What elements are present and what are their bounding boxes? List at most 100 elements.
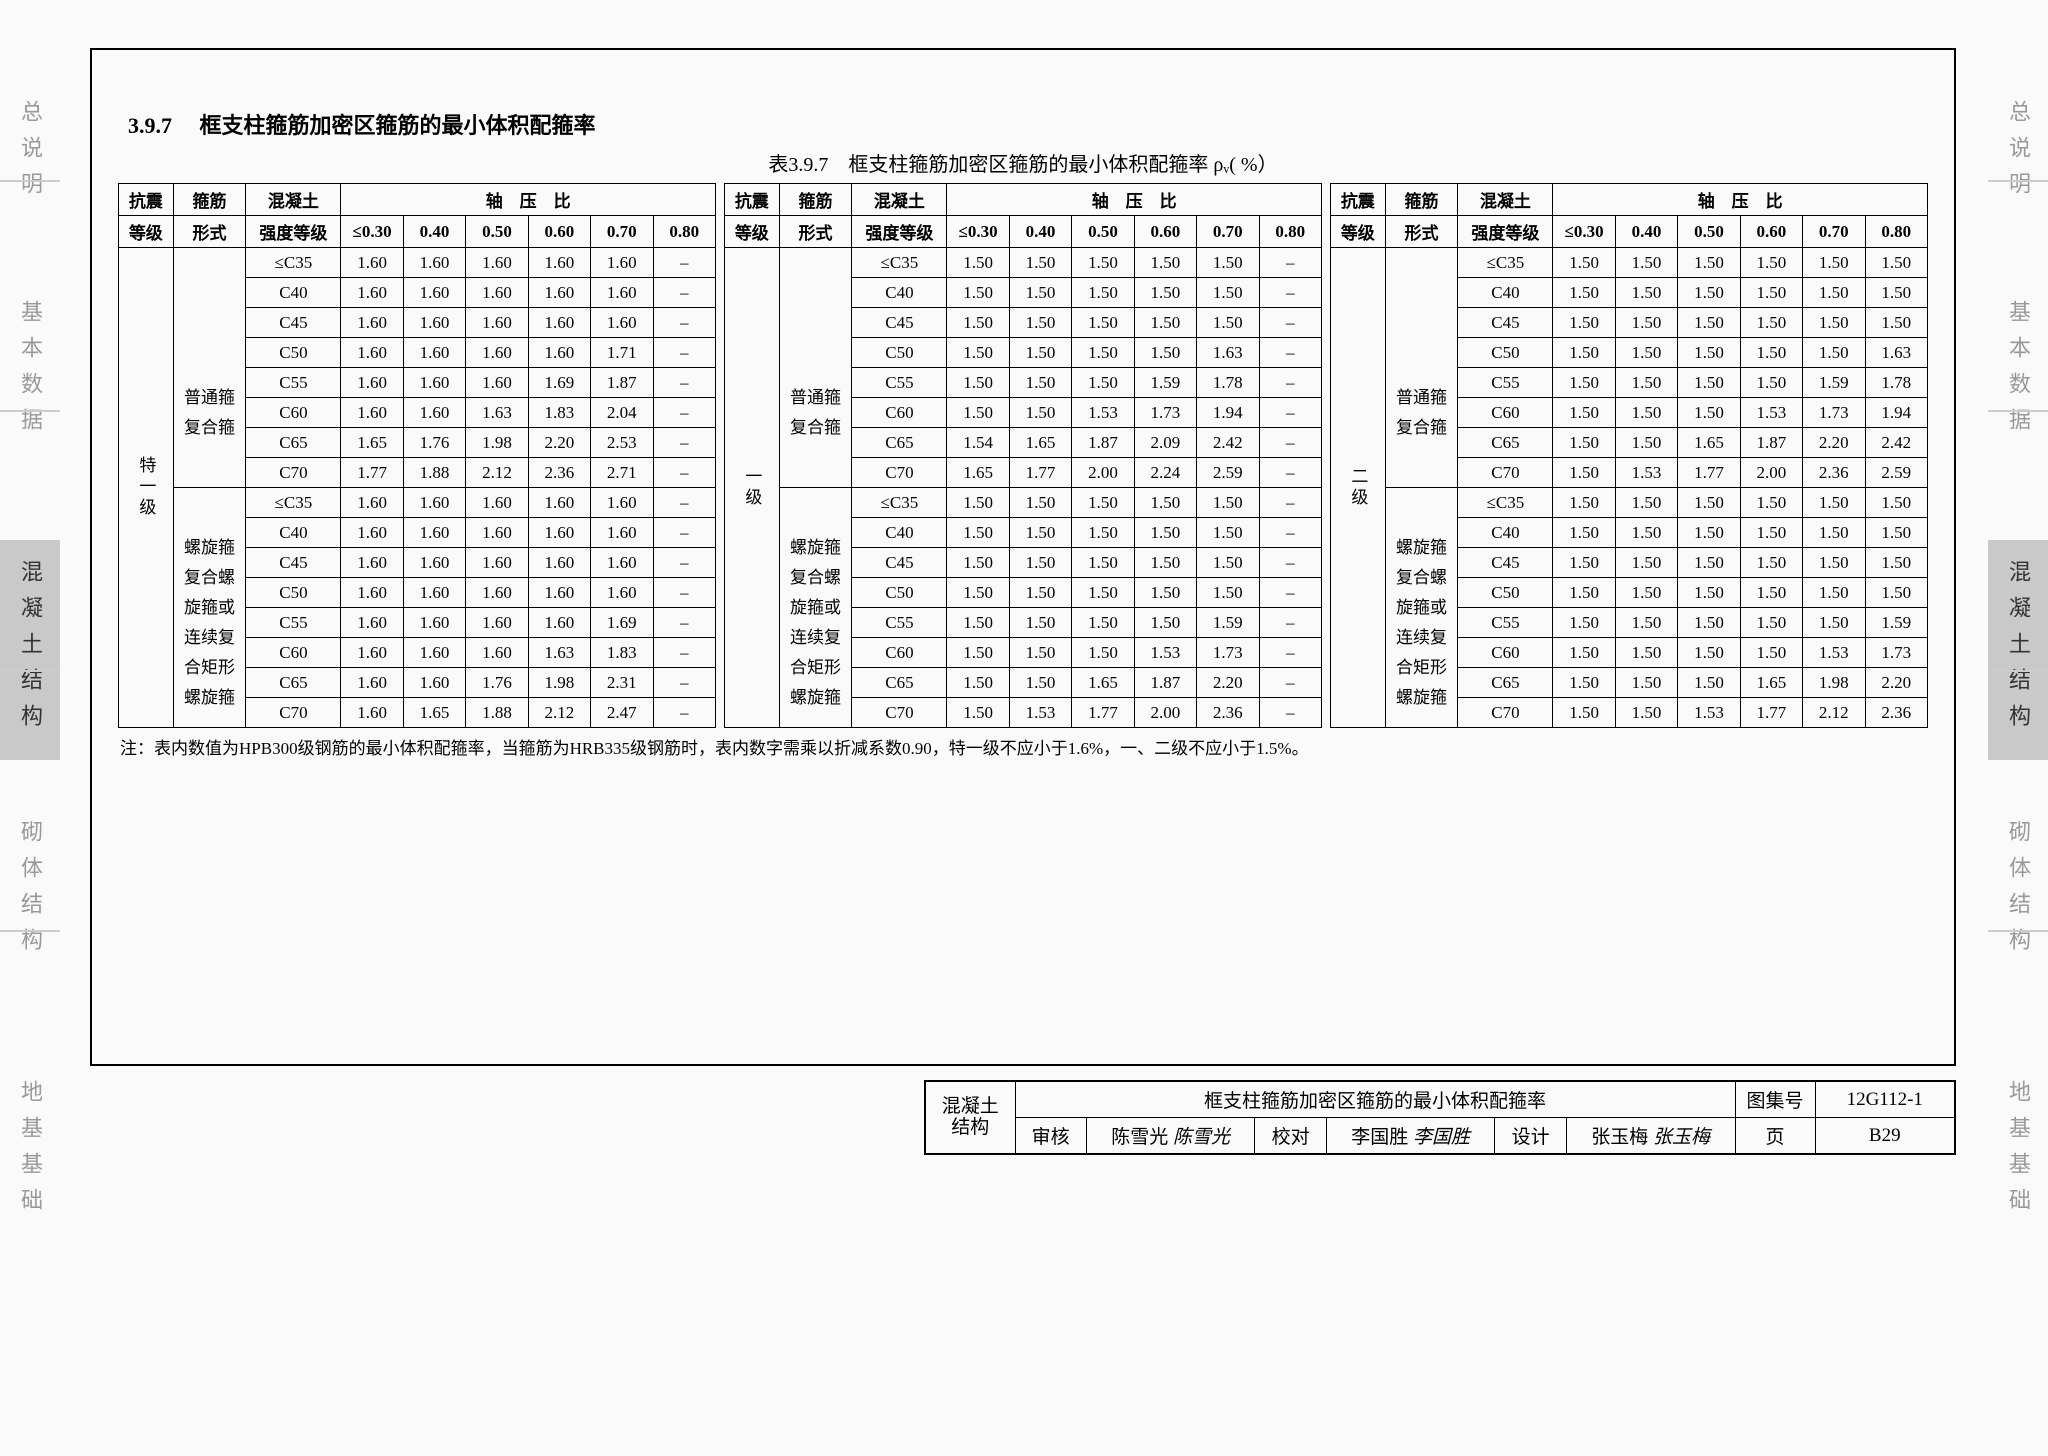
side-tab-0[interactable]: 总说明 (1988, 80, 2048, 228)
ratio-value: 1.50 (1865, 278, 1928, 308)
ratio-value: 1.60 (341, 608, 403, 638)
ratio-value: 1.50 (1553, 338, 1615, 368)
concrete-grade: C55 (852, 368, 947, 398)
concrete-grade: ≤C35 (1458, 248, 1553, 278)
concrete-grade: C50 (852, 338, 947, 368)
ratio-value: 1.65 (1740, 668, 1802, 698)
ratio-value: – (653, 458, 716, 488)
ratio-value: 1.60 (403, 668, 465, 698)
concrete-grade: C60 (852, 638, 947, 668)
concrete-grade: C55 (246, 368, 341, 398)
concrete-grade: C65 (852, 428, 947, 458)
ratio-value: 1.65 (1072, 668, 1134, 698)
ratio-value: – (1259, 278, 1322, 308)
ratio-value: 1.65 (1678, 428, 1740, 458)
ratio-value: 1.50 (1678, 638, 1740, 668)
ratio-value: 1.50 (1197, 548, 1259, 578)
ratio-value: 1.76 (403, 428, 465, 458)
ratio-value: 1.73 (1803, 398, 1865, 428)
ratio-value: 1.50 (1803, 578, 1865, 608)
page-number: B29 (1815, 1118, 1955, 1155)
side-tab-1[interactable]: 基本数据 (0, 280, 60, 464)
concrete-grade: C40 (852, 278, 947, 308)
ratio-value: 1.87 (1740, 428, 1802, 458)
ratio-value: 2.24 (1134, 458, 1196, 488)
table-caption: 表3.9.7 框支柱箍筋加密区箍筋的最小体积配箍率 ρᵥ( %） (118, 148, 1928, 177)
data-table-2: 抗震箍筋混凝土轴 压 比等级形式强度等级≤0.300.400.500.600.7… (1330, 183, 1928, 728)
section-number: 3.9.7 (128, 113, 172, 138)
ratio-value: 2.31 (591, 668, 653, 698)
ratio-value: 1.50 (947, 368, 1009, 398)
ratio-value: 1.50 (1009, 398, 1071, 428)
side-tab-0[interactable]: 总说明 (0, 80, 60, 228)
ratio-value: 1.53 (1009, 698, 1071, 728)
concrete-grade: C70 (1458, 458, 1553, 488)
ratio-value: 1.60 (528, 278, 590, 308)
ratio-value: 1.50 (1197, 278, 1259, 308)
side-tab-3[interactable]: 砌体结构 (1988, 800, 2048, 984)
ratio-value: – (1259, 308, 1322, 338)
ratio-value: 1.50 (1072, 578, 1134, 608)
ratio-value: 1.50 (1678, 398, 1740, 428)
ratio-value: 1.50 (1009, 488, 1071, 518)
concrete-grade: C50 (246, 578, 341, 608)
section-heading: 3.9.7 框支柱箍筋加密区箍筋的最小体积配箍率 (128, 108, 1928, 140)
side-tab-2[interactable]: 混凝土结构 (1988, 540, 2048, 760)
ratio-value: 1.60 (591, 548, 653, 578)
ratio-value: 1.53 (1740, 398, 1802, 428)
ratio-value: 1.50 (947, 698, 1009, 728)
ratio-value: 1.50 (1615, 248, 1677, 278)
concrete-grade: C45 (1458, 548, 1553, 578)
ratio-value: 1.59 (1865, 608, 1928, 638)
ratio-value: 1.50 (1134, 518, 1196, 548)
stirrup-type: 螺旋箍复合螺旋箍或连续复合矩形螺旋箍 (1385, 488, 1458, 728)
ratio-value: 1.60 (528, 608, 590, 638)
ratio-value: 2.53 (591, 428, 653, 458)
ratio-value: 2.00 (1072, 458, 1134, 488)
ratio-value: 1.50 (1678, 518, 1740, 548)
ratio-value: 1.65 (341, 428, 403, 458)
ratio-value: 1.50 (1009, 338, 1071, 368)
ratio-value: 1.77 (1009, 458, 1071, 488)
ratio-value: 1.65 (1009, 428, 1071, 458)
ratio-value: – (1259, 518, 1322, 548)
ratio-value: 1.60 (403, 278, 465, 308)
ratio-value: 1.87 (591, 368, 653, 398)
ratio-value: 1.50 (1072, 248, 1134, 278)
ratio-value: 1.50 (1865, 548, 1928, 578)
ratio-value: 1.50 (1009, 638, 1071, 668)
ratio-value: 1.87 (1134, 668, 1196, 698)
ratio-value: 1.50 (1803, 308, 1865, 338)
ratio-value: 1.53 (1803, 638, 1865, 668)
ratio-value: 1.50 (1740, 488, 1802, 518)
ratio-value: 1.50 (1009, 248, 1071, 278)
ratio-value: – (653, 638, 716, 668)
ratio-value: 1.88 (466, 698, 528, 728)
ratio-value: 1.50 (1615, 398, 1677, 428)
ratio-value: 2.71 (591, 458, 653, 488)
review-sig: 陈雪光 (1173, 1127, 1230, 1148)
concrete-grade: C50 (1458, 578, 1553, 608)
concrete-grade: C70 (1458, 698, 1553, 728)
side-tab-2[interactable]: 混凝土结构 (0, 540, 60, 760)
side-tab-3[interactable]: 砌体结构 (0, 800, 60, 984)
ratio-value: – (653, 548, 716, 578)
ratio-value: 2.00 (1134, 698, 1196, 728)
ratio-value: 1.50 (1678, 578, 1740, 608)
ratio-value: 1.50 (1197, 308, 1259, 338)
ratio-value: 1.78 (1197, 368, 1259, 398)
concrete-grade: ≤C35 (852, 488, 947, 518)
side-tab-4[interactable]: 地基基础 (1988, 1060, 2048, 1244)
side-tab-1[interactable]: 基本数据 (1988, 280, 2048, 464)
ratio-value: 1.53 (1072, 398, 1134, 428)
ratio-value: 1.50 (947, 398, 1009, 428)
ratio-value: 1.50 (1615, 668, 1677, 698)
ratio-value: – (653, 428, 716, 458)
ratio-value: 1.60 (466, 578, 528, 608)
ratio-value: 1.50 (1134, 608, 1196, 638)
ratio-value: – (1259, 638, 1322, 668)
ratio-value: – (1259, 548, 1322, 578)
side-tab-4[interactable]: 地基基础 (0, 1060, 60, 1244)
ratio-value: 1.65 (403, 698, 465, 728)
ratio-value: 1.50 (1072, 368, 1134, 398)
